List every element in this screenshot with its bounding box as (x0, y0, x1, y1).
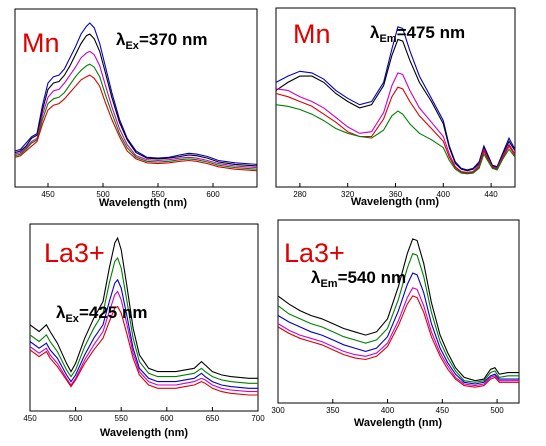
x-tick-label: 450 (23, 414, 37, 423)
series-line-4 (14, 63, 258, 170)
series-line-1 (277, 238, 519, 382)
series-line-2 (275, 38, 516, 172)
panel-label: Mn (22, 28, 60, 58)
series-line-2 (29, 256, 258, 384)
excitation-annotation: λEm=475 nm (370, 23, 465, 45)
series-line-4 (275, 86, 516, 174)
series-line-3 (29, 278, 258, 389)
x-tick-label: 440 (484, 190, 498, 199)
series-line-4 (29, 290, 258, 393)
x-tick-label: 450 (41, 190, 55, 199)
panel-1: 450 500 550 600 Wavelength (nm) Mn λEx=370 nm (14, 8, 258, 209)
x-tick-label: 600 (160, 414, 174, 423)
series-line-3 (275, 72, 516, 173)
series-line-4 (277, 287, 519, 387)
series-line-3 (277, 272, 519, 385)
series-line-5 (29, 305, 258, 396)
x-tick-label: 600 (206, 190, 220, 199)
series-line-5 (275, 104, 516, 175)
x-tick-label: 400 (437, 190, 451, 199)
series-line-5 (14, 74, 258, 172)
x-axis-label: Wavelength (nm) (354, 417, 443, 429)
x-axis-label: Wavelength (nm) (99, 197, 188, 209)
x-tick-label: 360 (389, 190, 403, 199)
panel-label: La3+ (284, 238, 345, 268)
x-tick-label: 320 (341, 190, 355, 199)
plot-frame (277, 219, 520, 404)
x-tick-label: 500 (96, 190, 110, 199)
series-line-1 (14, 22, 258, 165)
x-tick-label: 400 (381, 406, 395, 415)
series-line-2 (277, 252, 519, 383)
panel-3: 450 500 550 600 650 700 Wavelength (nm) La3+ λEx… (23, 223, 265, 439)
series-line-5 (277, 295, 519, 388)
x-tick-label: 550 (115, 414, 129, 423)
excitation-annotation: λEm=540 nm (311, 268, 406, 290)
x-tick-label: 650 (206, 414, 220, 423)
x-axis-label: Wavelength (nm) (100, 427, 189, 439)
series-line-3 (14, 50, 258, 169)
panel-2: 280 320 360 400 440 Wavelength (nm) Mn λEm=475 … (275, 7, 516, 208)
excitation-annotation: λEx=425 nm (56, 303, 147, 325)
x-tick-label: 350 (326, 406, 340, 415)
x-tick-label: 500 (69, 414, 83, 423)
panel-label: La3+ (44, 238, 105, 268)
x-tick-label: 500 (490, 406, 504, 415)
x-tick-label: 280 (293, 190, 307, 199)
series-line-1 (275, 26, 516, 171)
series-line-2 (14, 33, 258, 167)
x-tick-label: 550 (151, 190, 165, 199)
x-tick-label: 300 (271, 406, 285, 415)
excitation-annotation: λEx=370 nm (116, 30, 207, 52)
x-tick-label: 700 (251, 414, 265, 423)
panel-label: Mn (293, 19, 331, 49)
plot-frame (29, 223, 259, 412)
panel-4: 300 350 400 450 500 Wavelength (nm) La3+λEm=54… (271, 219, 520, 429)
x-tick-label: 450 (436, 406, 450, 415)
series-line-1 (29, 236, 258, 379)
x-axis-label: Wavelength (nm) (351, 196, 440, 208)
plot-frame (14, 8, 258, 188)
